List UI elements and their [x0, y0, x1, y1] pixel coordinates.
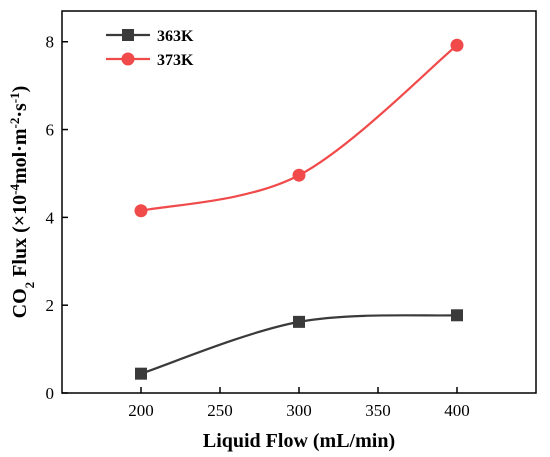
legend-marker	[121, 52, 135, 66]
plot-frame	[61, 10, 537, 394]
y-axis-title: CO2 Flux (×10-4mol·m-2·s-1)	[7, 86, 37, 319]
legend-label: 373K	[157, 52, 194, 69]
x-tick-label: 300	[286, 401, 312, 420]
y-title-part: -2	[7, 118, 22, 129]
legend-item: 373K	[106, 52, 194, 69]
data-point	[293, 315, 305, 328]
series-373K	[134, 38, 464, 218]
y-title-part: -1	[7, 92, 22, 103]
legend-item: 363K	[106, 28, 194, 45]
x-tick-label: 400	[444, 401, 470, 420]
x-tick-label: 350	[365, 401, 391, 420]
y-tick-label: 0	[46, 384, 55, 403]
series-layer	[134, 38, 464, 380]
x-axis: 200 250 300 350 400	[128, 387, 470, 420]
x-tick-label: 200	[128, 401, 154, 420]
legend-marker	[122, 29, 134, 41]
data-point	[292, 168, 306, 182]
y-axis: 0 2 4 6 8	[46, 33, 68, 403]
y-tick-label: 8	[46, 33, 55, 52]
y-title-part: Flux (×10	[9, 195, 31, 282]
y-title-part: -4	[7, 184, 22, 195]
y-tick-label: 2	[46, 296, 55, 315]
x-axis-title: Liquid Flow (mL/min)	[203, 430, 395, 452]
data-point	[134, 204, 148, 218]
y-tick-label: 4	[46, 208, 55, 227]
y-title-part: CO	[9, 288, 31, 318]
data-point	[135, 367, 147, 380]
y-title-part: 2	[22, 282, 37, 289]
data-point	[451, 309, 463, 322]
legend-label: 363K	[157, 28, 194, 45]
x-tick-label: 250	[207, 401, 233, 420]
legend: 363K 373K	[106, 28, 194, 69]
y-tick-label: 6	[46, 121, 55, 140]
series-line	[140, 44, 458, 212]
series-363K	[135, 309, 463, 380]
y-title-part: )	[9, 86, 31, 93]
y-title-part: mol·m	[9, 128, 31, 184]
data-point	[450, 38, 464, 52]
y-title-part: ·s	[9, 103, 31, 118]
